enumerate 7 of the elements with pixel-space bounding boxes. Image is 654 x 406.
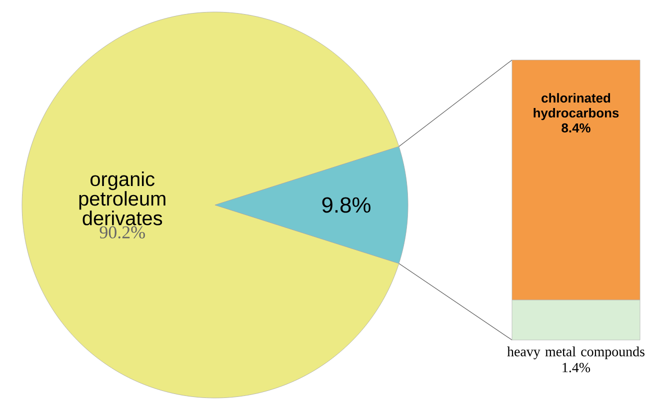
data-label: 8.4% xyxy=(562,123,590,132)
data-label: 1.4% xyxy=(562,362,590,372)
data-label: 90.2% xyxy=(100,226,145,238)
series-label: heavy metal compounds xyxy=(507,346,644,360)
slice-label: organic petroleum derivates xyxy=(79,172,166,226)
data-label: 9.8% xyxy=(322,197,370,213)
series-label: chlorinated hydrocarbons xyxy=(534,93,619,120)
